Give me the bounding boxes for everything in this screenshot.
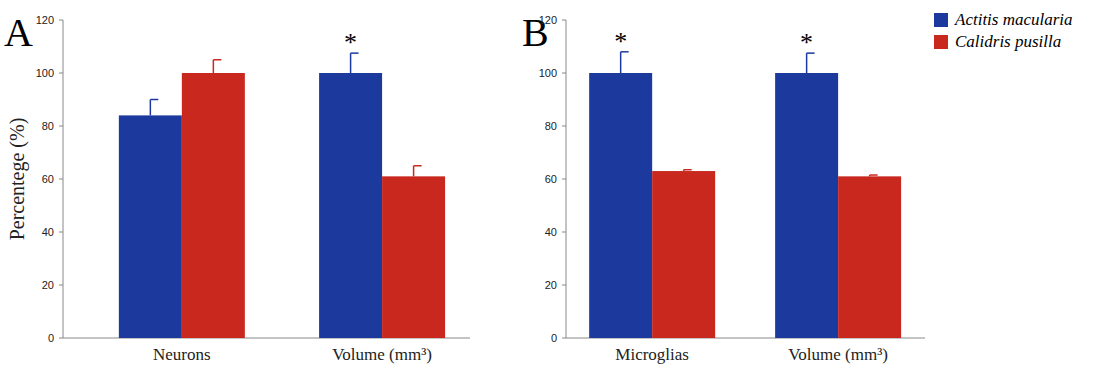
- y-tick-label: 40: [42, 226, 54, 238]
- error-bar: [684, 170, 692, 171]
- error-bar: [213, 60, 221, 73]
- y-tick-label: 40: [545, 226, 557, 238]
- bars: [119, 53, 445, 338]
- bars: [589, 52, 901, 338]
- error-bar: [414, 166, 422, 177]
- y-tick-label: 80: [42, 120, 54, 132]
- y-tick: [562, 73, 566, 74]
- bar: [838, 176, 901, 338]
- error-bar: [870, 175, 878, 176]
- x-tick-label: Neurons: [153, 345, 211, 364]
- y-axis: [63, 20, 64, 338]
- y-tick-label: 120: [539, 14, 557, 26]
- legend-swatch: [934, 13, 948, 27]
- legend-swatch: [934, 35, 948, 49]
- y-tick: [59, 126, 63, 127]
- annotation: *: [344, 28, 357, 57]
- y-tick: [59, 73, 63, 74]
- bar: [119, 115, 182, 338]
- y-tick: [562, 126, 566, 127]
- y-tick: [562, 285, 566, 286]
- figure: A Percentege (%) 0 20 40 60 80 100 120 Neurons Vol…: [0, 0, 1103, 378]
- y-tick: [562, 338, 566, 339]
- x-tick-label: Microglias: [615, 345, 689, 364]
- legend-label: Actitis macularia: [954, 10, 1073, 29]
- y-axis-label: Percentege (%): [6, 118, 29, 241]
- y-tick: [59, 20, 63, 21]
- bar: [589, 73, 652, 338]
- x-tick-label: Volume (mm³): [788, 345, 888, 364]
- x-tick-label: Volume (mm³): [332, 345, 432, 364]
- y-tick: [562, 20, 566, 21]
- y-tick-label: 100: [539, 67, 557, 79]
- y-tick: [59, 338, 63, 339]
- legend-label: Calidris pusilla: [955, 32, 1061, 51]
- bar: [182, 73, 245, 338]
- bar: [382, 176, 445, 338]
- y-tick: [59, 179, 63, 180]
- panel: A Percentege (%) 0 20 40 60 80 100 120 Neurons Vol…: [4, 10, 470, 364]
- y-tick-label: 60: [42, 173, 54, 185]
- annotation: *: [614, 27, 627, 56]
- panel-label: A: [4, 10, 33, 55]
- y-tick: [562, 179, 566, 180]
- panel: B020406080100120MicrogliasVolume (mm³)**…: [522, 10, 1073, 364]
- annotation: *: [800, 28, 813, 57]
- y-tick-label: 20: [545, 279, 557, 291]
- bar: [652, 171, 715, 338]
- y-tick-label: 20: [42, 279, 54, 291]
- y-tick-label: 80: [545, 120, 557, 132]
- y-axis: [566, 20, 567, 338]
- y-tick: [562, 232, 566, 233]
- y-tick-label: 0: [48, 332, 54, 344]
- y-tick-label: 60: [545, 173, 557, 185]
- bar: [775, 73, 838, 338]
- y-tick-label: 0: [551, 332, 557, 344]
- y-tick: [59, 285, 63, 286]
- error-bar: [150, 100, 158, 116]
- y-tick-label: 120: [36, 14, 54, 26]
- y-tick: [59, 232, 63, 233]
- bar: [319, 73, 382, 338]
- y-tick-label: 100: [36, 67, 54, 79]
